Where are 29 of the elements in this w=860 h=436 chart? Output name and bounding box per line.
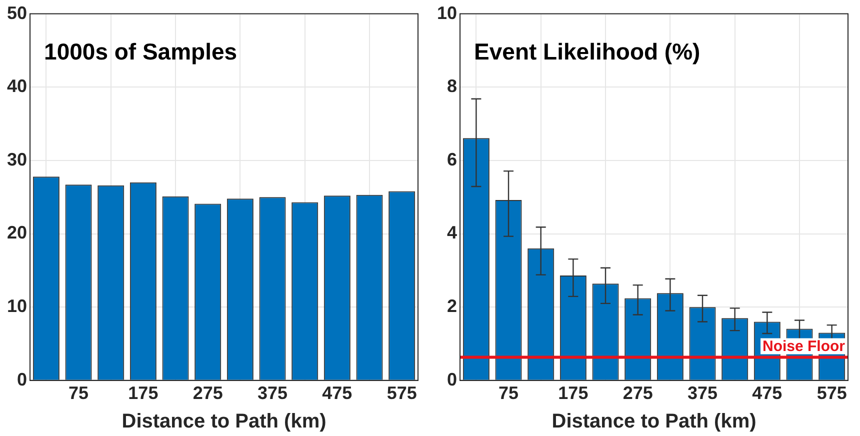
text: Event Likelihood (%): [474, 38, 700, 65]
y-tick-label: 2: [447, 296, 458, 316]
y-tick-label: 8: [447, 76, 458, 96]
x-tick-label: 175: [128, 383, 158, 404]
ref-line-label: Noise Floor: [762, 338, 846, 355]
x-tick-label: 175: [558, 383, 588, 404]
x-tick-label: 275: [622, 383, 653, 404]
y-tick-label: 20: [6, 222, 28, 243]
x-tick-label: 375: [687, 383, 718, 404]
x-tick-label: 75: [498, 383, 519, 404]
y-tick-label: 0: [17, 369, 28, 390]
y-tick-label: 10: [6, 296, 28, 316]
y-tick-label: 40: [6, 76, 28, 96]
x-tick-label: 375: [257, 383, 288, 404]
y-tick-label: 6: [447, 149, 458, 170]
x-tick-label: 275: [192, 383, 223, 404]
x-axis-title: Distance to Path (km): [122, 410, 326, 433]
y-tick-label: 0: [447, 369, 458, 390]
y-tick-label: 4: [447, 222, 458, 243]
y-tick-label: 30: [6, 149, 28, 170]
y-tick-label: 50: [6, 2, 28, 23]
x-tick-label: 575: [386, 383, 417, 404]
x-tick-label: 475: [322, 383, 352, 404]
x-tick-label: 75: [68, 383, 89, 404]
text: 1000s of Samples: [44, 38, 238, 65]
x-tick-label: 475: [752, 383, 782, 404]
x-axis-title: Distance to Path (km): [552, 410, 756, 433]
x-tick-label: 575: [816, 383, 847, 404]
y-tick-label: 10: [436, 2, 458, 23]
